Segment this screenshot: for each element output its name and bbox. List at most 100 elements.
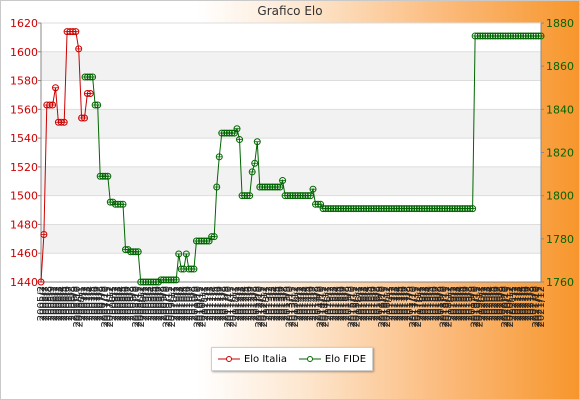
- x-tick-label: 2018/4: [423, 286, 434, 321]
- x-tick-label: 2015/8: [341, 286, 352, 321]
- x-tick-label: 2007/7: [92, 286, 103, 321]
- x-tick-label: 2019/11: [472, 286, 483, 328]
- x-tick-label: 2011/12: [228, 286, 239, 328]
- right-tick-label: 1860: [546, 60, 574, 73]
- left-tick-label: 1460: [10, 247, 38, 260]
- x-tick-label: 2009/7: [154, 286, 165, 321]
- x-tick-label: 2014/2: [295, 286, 306, 321]
- x-tick-label: 2016/9: [374, 286, 385, 321]
- x-tick-label: 2006/8: [67, 286, 78, 321]
- left-tick-label: 1500: [10, 190, 38, 203]
- x-tick-label: 2015/11: [349, 286, 360, 328]
- x-tick-label: 2009/1: [139, 286, 150, 321]
- x-tick-label: 2019/3: [451, 286, 462, 321]
- series-elo-italia: [37, 28, 94, 286]
- x-tick-label: 2009/12: [167, 286, 178, 328]
- x-tick-label: 2008/4: [115, 286, 126, 321]
- x-tick-label: 2021/5: [518, 286, 529, 321]
- data-point: [279, 177, 287, 185]
- x-tick-label: 2013/10: [285, 286, 296, 328]
- x-tick-label: 2019/2: [449, 286, 460, 321]
- x-tick-label: 2013/3: [267, 286, 278, 321]
- data-point: [52, 84, 59, 92]
- x-tick-label: 2011/8: [218, 286, 229, 321]
- data-point: [75, 45, 83, 53]
- data-point: [89, 73, 97, 81]
- x-tick-label: 2013/6: [274, 286, 285, 321]
- x-tick-label: 2016/12: [382, 286, 393, 328]
- x-tick-label: 2006/3: [54, 286, 65, 321]
- data-point: [236, 136, 244, 144]
- left-tick-label: 1580: [10, 75, 38, 88]
- data-point: [233, 125, 241, 133]
- right-tick-label: 1820: [546, 147, 574, 160]
- x-tick-label: 2007/9: [98, 286, 109, 321]
- x-tick-label: 2009/9: [159, 286, 170, 321]
- x-tick-label: 2015/5: [333, 286, 344, 321]
- x-tick-label: 2011/5: [210, 286, 221, 321]
- x-tick-label: 2007/2: [80, 286, 91, 321]
- x-tick-label: 2017/7: [400, 286, 411, 321]
- x-tick-label: 2015/10: [346, 286, 357, 328]
- x-tick-label: 2007/12: [105, 286, 116, 328]
- x-tick-label: 2016/2: [357, 286, 368, 321]
- right-tick-label: 1780: [546, 233, 574, 246]
- x-tick-label: 2015/3: [328, 286, 339, 321]
- x-tick-label: 2009/11: [164, 286, 175, 328]
- x-tick-label: 2012/7: [246, 286, 257, 321]
- x-tick-label: 2020/11: [503, 286, 514, 328]
- data-point: [248, 168, 256, 176]
- data-point: [172, 276, 180, 284]
- x-tick-label: 2013/1: [262, 286, 273, 321]
- x-tick-label: 2008/2: [110, 286, 121, 321]
- x-tick-label: 2014/6: [305, 286, 316, 321]
- x-tick-label: 2017/8: [403, 286, 414, 321]
- x-tick-label: 2014/1: [292, 286, 303, 321]
- x-tick-label: 2012/10: [254, 286, 265, 328]
- x-tick-label: 2017/11: [410, 286, 421, 328]
- x-tick-label: 2015/1: [323, 286, 334, 321]
- x-tick-label: 2018/5: [426, 286, 437, 321]
- x-tick-label: 2020/5: [487, 286, 498, 321]
- x-tick-label: 2019/7: [462, 286, 473, 321]
- data-point: [210, 233, 218, 241]
- right-tick-label: 1840: [546, 103, 574, 116]
- x-tick-label: 2019/1: [446, 286, 457, 321]
- x-tick-label: 2020/7: [492, 286, 503, 321]
- x-tick-label: 2010/2: [172, 286, 183, 321]
- x-tick-label: 2013/4: [269, 286, 280, 321]
- x-tick-label: 2020/10: [500, 286, 511, 328]
- x-tick-label: 2018/7: [431, 286, 442, 321]
- x-tick-label: 2015/9: [344, 286, 355, 321]
- x-tick-label: 2016/5: [364, 286, 375, 321]
- x-tick-label: 2012/8: [249, 286, 260, 321]
- x-tick-label: 2013/11: [287, 286, 298, 328]
- data-point: [40, 231, 48, 239]
- x-tick-label: 2018/8: [433, 286, 444, 321]
- x-tick-label: 2005/8: [44, 286, 55, 321]
- x-tick-label: 2006/2: [51, 286, 62, 321]
- x-tick-label: 2011/10: [223, 286, 234, 328]
- x-tick-label: 2006/11: [74, 286, 85, 328]
- x-tick-label: 2014/10: [315, 286, 326, 328]
- plot-band: [41, 51, 541, 81]
- x-tick-label: 2008/7: [123, 286, 134, 321]
- data-point: [72, 28, 80, 36]
- x-axis-ticks: 2005/22005/72005/72005/82005/92006/12006…: [36, 286, 547, 328]
- x-tick-label: 2016/6: [367, 286, 378, 321]
- x-tick-label: 2007/10: [100, 286, 111, 328]
- data-point: [253, 138, 261, 146]
- legend-label-elo-italia: Elo Italia: [243, 353, 288, 365]
- x-tick-label: 2009/2: [141, 286, 152, 321]
- data-point: [213, 183, 221, 191]
- x-tick-label: 2019/4: [454, 286, 465, 321]
- x-tick-label: 2011/3: [205, 286, 216, 321]
- x-tick-label: 2011/7: [215, 286, 226, 321]
- x-tick-label: 2013/12: [290, 286, 301, 328]
- x-tick-label: 2011/11: [226, 286, 237, 328]
- plot-band: [41, 166, 541, 196]
- x-tick-label: 2007/6: [90, 286, 101, 321]
- x-tick-label: 2020/6: [490, 286, 501, 321]
- x-tick-label: 2014/9: [313, 286, 324, 321]
